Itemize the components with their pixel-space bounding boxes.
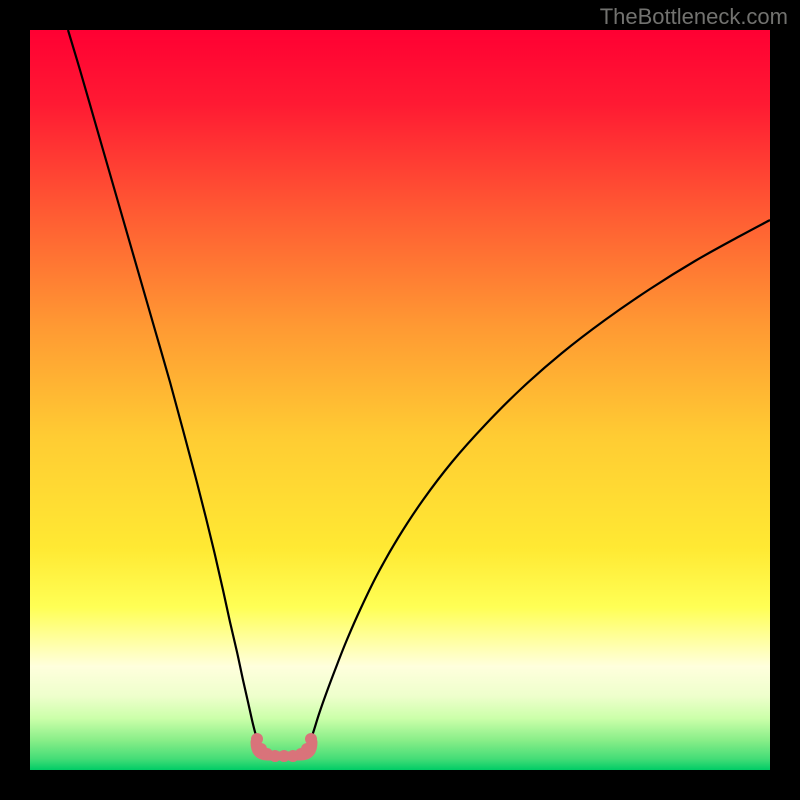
- curve-left-branch: [68, 30, 261, 750]
- curve-right-branch: [307, 220, 770, 750]
- marker-dot: [305, 733, 317, 745]
- watermark-text: TheBottleneck.com: [600, 4, 788, 30]
- bottleneck-curve: [30, 30, 770, 770]
- plot-area: [30, 30, 770, 770]
